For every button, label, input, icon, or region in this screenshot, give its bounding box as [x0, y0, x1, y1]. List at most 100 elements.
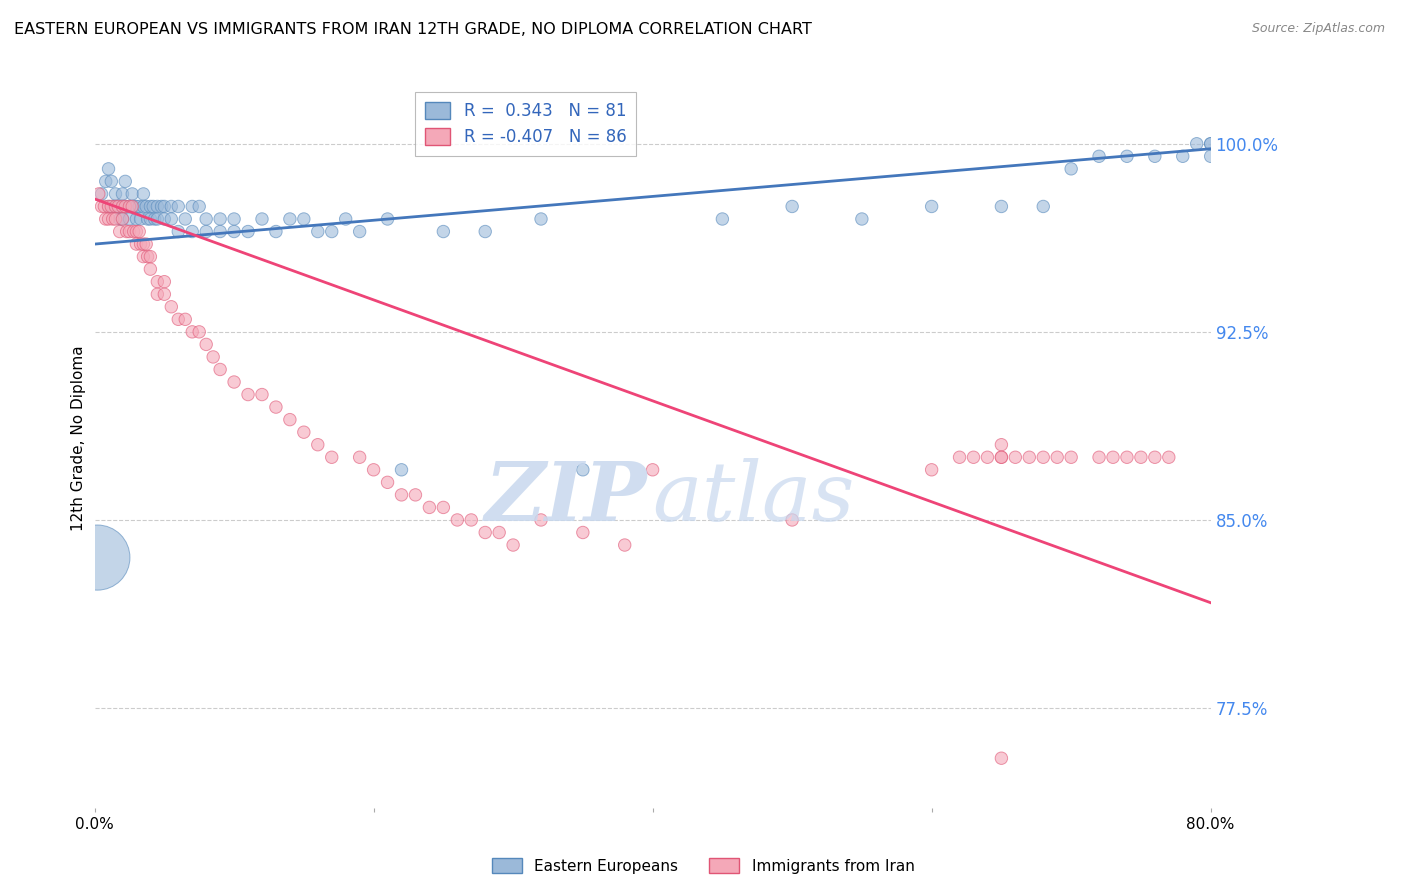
Point — [150, 199, 173, 213]
Legend: Eastern Europeans, Immigrants from Iran: Eastern Europeans, Immigrants from Iran — [485, 852, 921, 880]
Point — [1116, 149, 1139, 163]
Point — [125, 212, 148, 227]
Point — [335, 212, 357, 227]
Point — [135, 237, 157, 252]
Point — [530, 212, 553, 227]
Point — [167, 199, 190, 213]
Point — [236, 225, 259, 239]
Point — [321, 450, 343, 465]
Point — [132, 237, 155, 252]
Point — [86, 550, 108, 565]
Point — [1032, 199, 1054, 213]
Point — [1143, 149, 1166, 163]
Point — [100, 174, 122, 188]
Point — [377, 475, 399, 490]
Point — [153, 287, 176, 301]
Point — [121, 199, 143, 213]
Point — [146, 275, 169, 289]
Point — [114, 199, 136, 213]
Text: Source: ZipAtlas.com: Source: ZipAtlas.com — [1251, 22, 1385, 36]
Legend: R =  0.343   N = 81, R = -0.407   N = 86: R = 0.343 N = 81, R = -0.407 N = 86 — [415, 92, 637, 156]
Point — [432, 500, 454, 515]
Point — [250, 387, 273, 401]
Text: ZIP: ZIP — [485, 458, 647, 538]
Point — [1199, 136, 1222, 151]
Point — [114, 199, 136, 213]
Point — [121, 186, 143, 201]
Point — [641, 463, 664, 477]
Point — [97, 161, 120, 176]
Point — [101, 212, 124, 227]
Point — [222, 212, 245, 227]
Point — [181, 225, 204, 239]
Point — [160, 300, 183, 314]
Point — [391, 488, 413, 502]
Point — [1060, 161, 1083, 176]
Point — [391, 463, 413, 477]
Point — [181, 325, 204, 339]
Point — [114, 174, 136, 188]
Point — [446, 513, 468, 527]
Point — [264, 400, 287, 414]
Point — [153, 212, 176, 227]
Point — [167, 225, 190, 239]
Point — [990, 450, 1012, 465]
Point — [136, 250, 159, 264]
Point — [1185, 136, 1208, 151]
Point — [1088, 149, 1111, 163]
Point — [94, 212, 117, 227]
Point — [962, 450, 984, 465]
Point — [1116, 450, 1139, 465]
Point — [174, 212, 197, 227]
Point — [181, 199, 204, 213]
Point — [195, 337, 218, 351]
Point — [104, 212, 127, 227]
Point — [990, 199, 1012, 213]
Point — [118, 199, 141, 213]
Point — [153, 275, 176, 289]
Point — [711, 212, 734, 227]
Point — [377, 212, 399, 227]
Point — [948, 450, 970, 465]
Point — [250, 212, 273, 227]
Point — [111, 199, 134, 213]
Point — [125, 237, 148, 252]
Point — [1199, 149, 1222, 163]
Point — [108, 212, 131, 227]
Point — [139, 262, 162, 277]
Point — [195, 225, 218, 239]
Point — [188, 199, 211, 213]
Point — [115, 225, 138, 239]
Point — [111, 199, 134, 213]
Point — [1143, 450, 1166, 465]
Point — [90, 199, 112, 213]
Point — [142, 199, 165, 213]
Point — [188, 325, 211, 339]
Point — [976, 450, 998, 465]
Point — [129, 237, 152, 252]
Point — [488, 525, 510, 540]
Point — [122, 199, 145, 213]
Point — [111, 186, 134, 201]
Point — [107, 199, 129, 213]
Point — [1032, 450, 1054, 465]
Point — [97, 199, 120, 213]
Point — [572, 525, 595, 540]
Point — [1129, 450, 1152, 465]
Point — [278, 212, 301, 227]
Point — [530, 513, 553, 527]
Point — [128, 225, 150, 239]
Point — [101, 199, 124, 213]
Point — [307, 438, 329, 452]
Point — [174, 312, 197, 326]
Point — [307, 225, 329, 239]
Point — [160, 199, 183, 213]
Point — [1157, 450, 1180, 465]
Point — [278, 412, 301, 426]
Point — [292, 425, 315, 440]
Point — [93, 199, 115, 213]
Point — [111, 212, 134, 227]
Point — [94, 174, 117, 188]
Point — [474, 525, 496, 540]
Point — [118, 212, 141, 227]
